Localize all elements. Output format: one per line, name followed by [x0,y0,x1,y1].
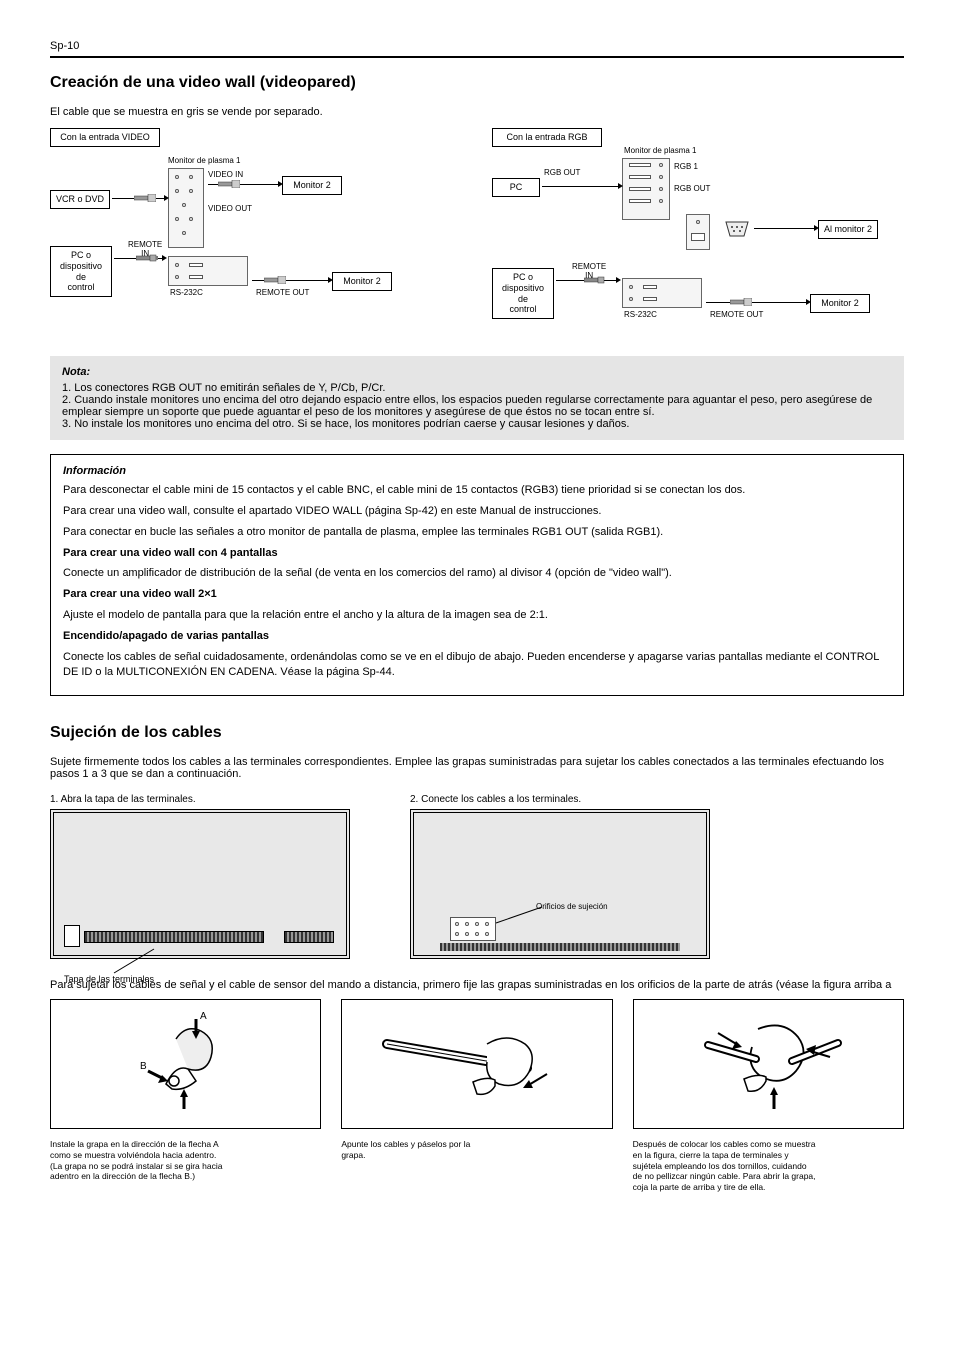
page-number: Sp-10 [50,40,904,52]
d2-rgb1: RGB 1 [674,162,698,171]
heading-cables: Sujeción de los cables [50,724,904,742]
d1-out: Monitor 2 [282,176,342,195]
dsub-mini [686,214,710,250]
note-box: Nota: 1. Los conectores RGB OUT no emiti… [50,356,904,440]
note-line: 3. No instale los monitores uno encima d… [62,418,892,430]
info-subhead: Para crear una video wall con 4 pantalla… [63,546,891,561]
video-panel [168,168,204,248]
info-p: Conecte un amplificador de distribución … [63,566,891,581]
top-rule [50,56,904,58]
cover-label: Tapa de las terminales [64,974,154,984]
info-subhead: Para crear una video wall 2×1 [63,587,891,602]
clip-illustration: A B [126,1009,246,1119]
d1-remote-out: REMOTE OUT [256,288,309,297]
d1-header: Con la entrada VIDEO [50,128,160,147]
d1-video-out: VIDEO OUT [208,204,252,213]
d1-monitor-label: Monitor de plasma 1 [168,156,240,165]
step-label: 1. Abra la tapa de las terminales. [50,794,350,805]
plug-icon [134,194,156,202]
plug-icon [264,276,286,284]
d2-pc: PC [492,178,540,197]
hole-grid [450,917,496,941]
note-heading: Nota: [62,366,892,378]
d1-remote-in: REMOTE IN [128,240,162,258]
note-line: 2. Cuando instale monitores uno encima d… [62,394,892,418]
d2-to2: Al monitor 2 [818,220,878,239]
step-label: 2. Conecte los cables a los terminales. [410,794,710,805]
clip-illustration [688,1009,848,1119]
d2-remote-in: REMOTE IN [572,262,606,280]
d2-out2: Monitor 2 [810,294,870,313]
d1-pc: PC o dispositivo de control [50,246,112,297]
info-subhead: Encendido/apagado de varias pantallas [63,629,891,644]
clip-row: A B [50,999,904,1129]
info-heading: Información [63,465,891,477]
diagram-video: Con la entrada VIDEO Monitor de plasma 1… [50,128,462,338]
d2-pcc: PC o dispositivo de control [492,268,554,319]
d2-rgb-out-l: RGB OUT [674,184,710,193]
diagram-subtitle: El cable que se muestra en gris se vende… [50,106,904,118]
svg-text:B: B [140,1061,147,1072]
d2-rgb-out: RGB OUT [544,168,580,177]
svg-text:A: A [200,1011,207,1022]
info-box: Información Para desconectar el cable mi… [50,454,904,696]
diagram-row: Con la entrada VIDEO Monitor de plasma 1… [50,128,904,338]
info-p: Conecte los cables de señal cuidadosamen… [63,650,891,680]
diagram-rgb: Con la entrada RGB Monitor de plasma 1 R… [492,128,904,338]
d2-monitor-label: Monitor de plasma 1 [624,146,696,155]
clip-caption: Después de colocar los cables como se mu… [633,1139,904,1192]
dsub-icon [724,220,750,238]
d1-video-in: VIDEO IN [208,170,243,179]
clip-illustration [377,1014,577,1114]
d1-vcr: VCR o DVD [50,190,110,209]
clip-3 [633,999,904,1129]
monitor-back [50,809,350,959]
info-p: Para conectar en bucle las señales a otr… [63,525,891,540]
monitor-back: Orificios de sujeción [410,809,710,959]
d2-rs232c: RS-232C [624,310,657,319]
clip-caption: Apunte los cables y páselos por la grapa… [341,1139,612,1192]
d1-out2: Monitor 2 [332,272,392,291]
rs-panel [168,256,248,286]
clip-2 [341,999,612,1129]
info-p: Para crear una video wall, consulte el a… [63,504,891,519]
arrow [706,302,806,303]
arrow [542,186,618,187]
info-p: Ajuste el modelo de pantalla para que la… [63,608,891,623]
terminal-cover-r [284,931,334,943]
vent [440,943,680,951]
note-line: 1. Los conectores RGB OUT no emitirán se… [62,382,892,394]
d2-header: Con la entrada RGB [492,128,602,147]
d1-rs232c: RS-232C [170,288,203,297]
power-inlet [64,925,80,947]
plug-icon [730,298,752,306]
terminal-cover [84,931,264,943]
monitor-step2: 2. Conecte los cables a los terminales. … [410,794,710,959]
clips-intro: Para sujetar los cables de señal y el ca… [50,979,904,991]
arrow [754,228,814,229]
plug-icon [218,180,240,188]
rgb-panel [622,158,670,220]
holes-label: Orificios de sujeción [536,902,608,911]
info-p: Para desconectar el cable mini de 15 con… [63,483,891,498]
cables-intro: Sujete firmemente todos los cables a las… [50,756,904,780]
monitor-row: 1. Abra la tapa de las terminales. Tapa … [50,794,904,959]
clip-caption: Instale la grapa en la dirección de la f… [50,1139,321,1192]
clip-1: A B [50,999,321,1129]
d2-remote-out: REMOTE OUT [710,310,763,319]
heading-video-wall: Creación de una video wall (videopared) [50,74,904,92]
rs-panel2 [622,278,702,308]
monitor-step1: 1. Abra la tapa de las terminales. Tapa … [50,794,350,959]
